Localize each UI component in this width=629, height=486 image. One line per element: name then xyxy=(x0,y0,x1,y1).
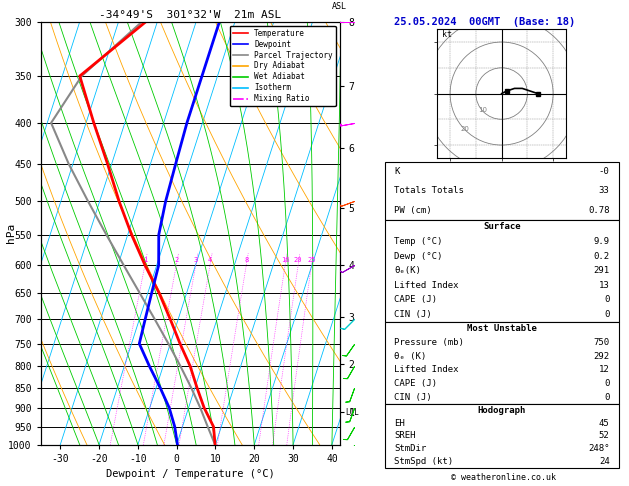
Text: 0: 0 xyxy=(604,310,610,319)
Text: LCL: LCL xyxy=(346,408,360,417)
Text: hPa: hPa xyxy=(6,223,16,243)
Text: PW (cm): PW (cm) xyxy=(394,206,432,215)
Text: Dewp (°C): Dewp (°C) xyxy=(394,252,443,260)
Text: CAPE (J): CAPE (J) xyxy=(394,379,437,388)
X-axis label: Dewpoint / Temperature (°C): Dewpoint / Temperature (°C) xyxy=(106,469,275,479)
Text: 0: 0 xyxy=(604,295,610,304)
Text: StmDir: StmDir xyxy=(394,444,426,453)
Text: 1: 1 xyxy=(143,257,147,263)
Text: 10: 10 xyxy=(479,107,487,113)
Text: 2: 2 xyxy=(174,257,179,263)
Text: kt: kt xyxy=(442,30,452,39)
Text: 8: 8 xyxy=(244,257,248,263)
Text: 750: 750 xyxy=(593,338,610,347)
Text: 292: 292 xyxy=(593,352,610,361)
Text: 0: 0 xyxy=(604,393,610,402)
Text: θₑ(K): θₑ(K) xyxy=(394,266,421,275)
Text: Lifted Index: Lifted Index xyxy=(394,365,459,374)
Text: SREH: SREH xyxy=(394,432,416,440)
Text: 13: 13 xyxy=(599,281,610,290)
Text: 52: 52 xyxy=(599,432,610,440)
Text: 25.05.2024  00GMT  (Base: 18): 25.05.2024 00GMT (Base: 18) xyxy=(394,17,575,27)
Text: 33: 33 xyxy=(599,187,610,195)
Text: 20: 20 xyxy=(460,126,469,132)
Text: CAPE (J): CAPE (J) xyxy=(394,295,437,304)
Text: 3: 3 xyxy=(194,257,198,263)
Text: 9.9: 9.9 xyxy=(593,237,610,246)
Text: CIN (J): CIN (J) xyxy=(394,310,432,319)
Text: 12: 12 xyxy=(599,365,610,374)
Text: Lifted Index: Lifted Index xyxy=(394,281,459,290)
Text: 24: 24 xyxy=(599,457,610,466)
Text: Pressure (mb): Pressure (mb) xyxy=(394,338,464,347)
Text: Totals Totals: Totals Totals xyxy=(394,187,464,195)
Text: 16: 16 xyxy=(281,257,289,263)
Text: © weatheronline.co.uk: © weatheronline.co.uk xyxy=(451,473,555,482)
Text: km
ASL: km ASL xyxy=(332,0,347,11)
Text: -0: -0 xyxy=(599,167,610,176)
Text: Hodograph: Hodograph xyxy=(478,406,526,415)
Text: 0.2: 0.2 xyxy=(593,252,610,260)
Text: Surface: Surface xyxy=(483,223,521,231)
Text: 20: 20 xyxy=(294,257,303,263)
Text: K: K xyxy=(394,167,399,176)
Text: Most Unstable: Most Unstable xyxy=(467,324,537,333)
Text: CIN (J): CIN (J) xyxy=(394,393,432,402)
Text: 45: 45 xyxy=(599,419,610,428)
Title: -34°49'S  301°32'W  21m ASL: -34°49'S 301°32'W 21m ASL xyxy=(99,10,281,20)
Text: 0: 0 xyxy=(604,379,610,388)
Text: 248°: 248° xyxy=(588,444,610,453)
Text: 4: 4 xyxy=(208,257,212,263)
Text: θₑ (K): θₑ (K) xyxy=(394,352,426,361)
Text: EH: EH xyxy=(394,419,405,428)
Text: StmSpd (kt): StmSpd (kt) xyxy=(394,457,454,466)
Text: Temp (°C): Temp (°C) xyxy=(394,237,443,246)
Legend: Temperature, Dewpoint, Parcel Trajectory, Dry Adiabat, Wet Adiabat, Isotherm, Mi: Temperature, Dewpoint, Parcel Trajectory… xyxy=(230,26,336,106)
Text: 291: 291 xyxy=(593,266,610,275)
Text: 25: 25 xyxy=(307,257,316,263)
Text: 0.78: 0.78 xyxy=(588,206,610,215)
